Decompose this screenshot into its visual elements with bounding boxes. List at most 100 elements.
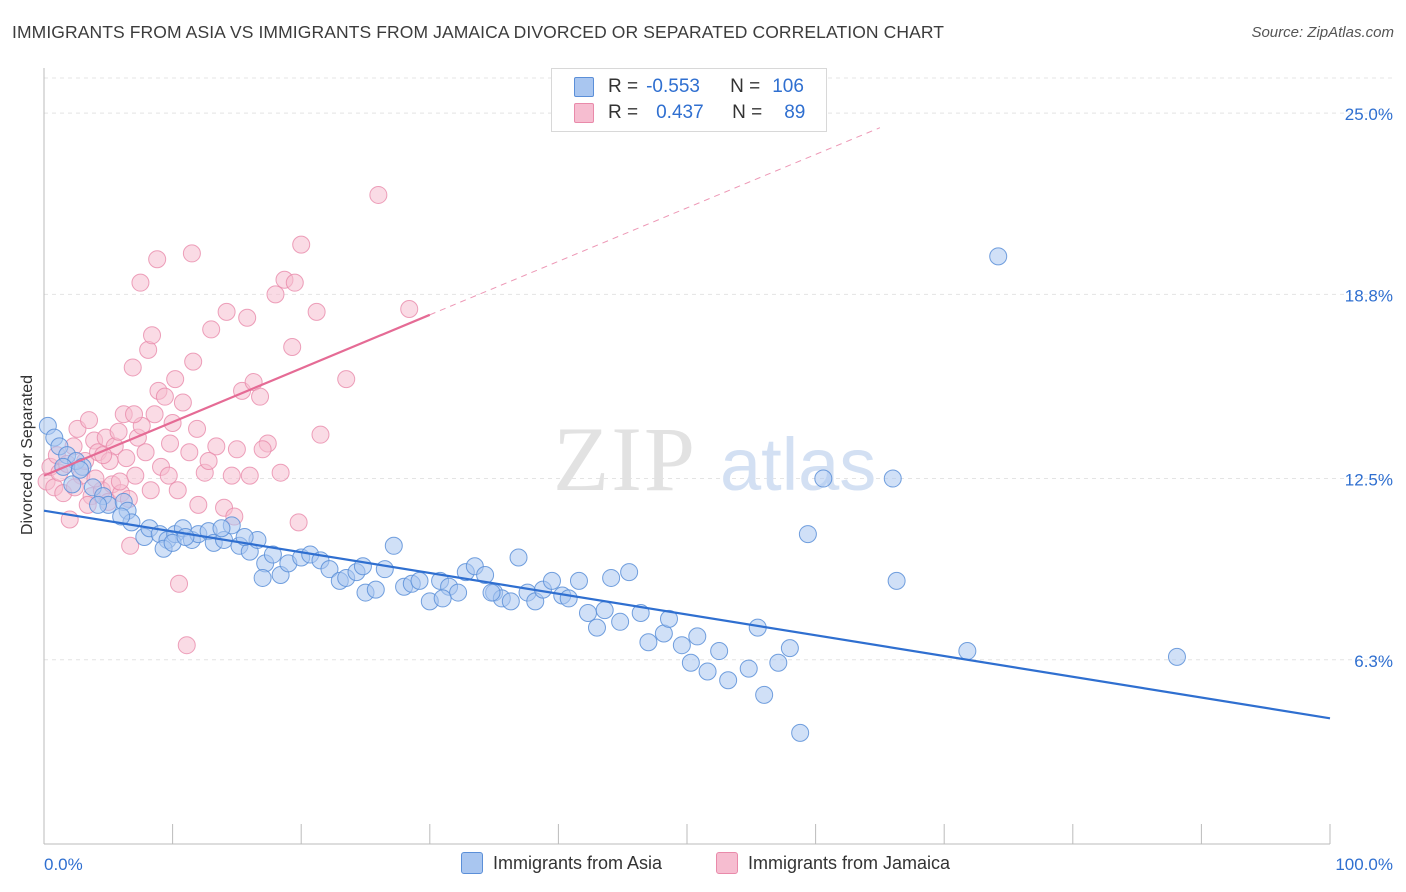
jamaica-point xyxy=(125,405,144,424)
jamaica-point xyxy=(166,370,185,389)
asia-point xyxy=(672,636,691,655)
axes xyxy=(43,68,1331,845)
asia-point xyxy=(755,685,774,704)
jamaica-point xyxy=(161,434,180,453)
jamaica-point xyxy=(117,449,136,468)
jamaica-point xyxy=(400,299,419,318)
jamaica-point xyxy=(222,466,241,485)
source-label: Source: ZipAtlas.com xyxy=(1251,24,1394,41)
jamaica-point xyxy=(143,326,162,345)
asia-point xyxy=(235,528,254,547)
jamaica-r-value: 0.437 xyxy=(656,102,704,123)
bottom-jamaica-label: Immigrants from Jamaica xyxy=(748,852,951,873)
asia-point xyxy=(769,653,788,672)
jamaica-point xyxy=(253,440,272,459)
asia-point xyxy=(509,548,528,567)
asia-trend-line xyxy=(43,509,1331,720)
y-tick-label: 18.8% xyxy=(1345,286,1393,305)
jamaica-n-value: 89 xyxy=(784,102,806,123)
jamaica-point xyxy=(199,452,218,470)
jamaica-point xyxy=(126,466,145,485)
jamaica-point xyxy=(123,358,142,377)
watermark-zip: ZIP xyxy=(553,408,697,510)
asia-point xyxy=(595,601,614,620)
jamaica-point xyxy=(155,387,174,406)
jamaica-point xyxy=(131,273,150,292)
jamaica-point xyxy=(251,387,270,406)
asia-point xyxy=(449,583,468,602)
asia-point xyxy=(791,723,810,742)
asia-point xyxy=(611,612,630,631)
asia-point xyxy=(887,571,906,590)
trend-lines xyxy=(43,127,1331,720)
jamaica-point xyxy=(217,302,236,321)
jamaica-point xyxy=(207,437,226,456)
bottom-jamaica-swatch xyxy=(716,852,738,874)
asia-point xyxy=(587,618,606,637)
jamaica-point xyxy=(240,466,259,485)
asia-point xyxy=(63,475,82,494)
asia-point xyxy=(639,633,658,652)
asia-point xyxy=(320,560,339,579)
jamaica-point xyxy=(285,273,304,292)
asia-point xyxy=(366,580,385,599)
jamaica-trend-line xyxy=(43,313,431,477)
asia-point xyxy=(719,671,738,690)
asia-point xyxy=(433,589,452,608)
asia-point xyxy=(176,528,195,547)
jamaica-point xyxy=(109,422,128,441)
x-tick-label-max: 100.0% xyxy=(1335,855,1393,874)
jamaica-point xyxy=(337,370,356,389)
jamaica-point xyxy=(292,235,311,254)
asia-point xyxy=(989,247,1008,266)
asia-point xyxy=(602,568,621,587)
asia-point xyxy=(620,563,639,582)
bottom-asia-label: Immigrants from Asia xyxy=(493,852,663,873)
jamaica-point xyxy=(148,250,167,269)
jamaica-point xyxy=(266,285,285,304)
jamaica-point xyxy=(227,440,246,459)
jamaica-point xyxy=(177,636,196,655)
jamaica-point xyxy=(289,513,308,532)
asia-point xyxy=(798,525,817,544)
jamaica-r-label: R = xyxy=(608,102,639,123)
chart-title: IMMIGRANTS FROM ASIA VS IMMIGRANTS FROM … xyxy=(12,22,945,42)
data-points xyxy=(37,185,1186,742)
jamaica-point xyxy=(168,481,187,500)
asia-point xyxy=(476,566,495,585)
jamaica-point xyxy=(141,481,160,500)
tick-labels: 6.3% 12.5% 18.8% 25.0% 0.0% 100.0% xyxy=(44,105,1393,874)
x-tick-label-min: 0.0% xyxy=(44,855,83,874)
asia-point xyxy=(482,583,501,602)
jamaica-point xyxy=(369,185,388,204)
asia-point xyxy=(384,536,403,555)
bottom-legend-jamaica: Immigrants from Jamaica xyxy=(716,852,950,874)
asia-point xyxy=(710,642,729,661)
asia-n-label: N = xyxy=(730,76,761,97)
asia-point xyxy=(883,469,902,488)
asia-point xyxy=(578,604,597,623)
asia-point xyxy=(814,469,833,488)
asia-swatch xyxy=(574,77,594,97)
asia-point xyxy=(958,642,977,661)
y-tick-label: 25.0% xyxy=(1345,105,1393,124)
asia-point xyxy=(253,568,272,587)
asia-point xyxy=(569,571,588,590)
asia-point xyxy=(89,495,108,514)
jamaica-point xyxy=(184,352,203,371)
y-tick-label: 12.5% xyxy=(1345,471,1393,490)
watermark: ZIP atlas xyxy=(553,408,876,510)
asia-n-value: 106 xyxy=(772,76,804,97)
correlation-legend: R = -0.553 N = 106 R = 0.437 N = 89 xyxy=(551,68,827,132)
legend-row-asia: R = -0.553 N = 106 xyxy=(574,75,804,99)
asia-point xyxy=(212,519,231,538)
asia-point xyxy=(688,627,707,646)
jamaica-point xyxy=(271,463,290,482)
asia-point xyxy=(739,659,758,678)
jamaica-point xyxy=(189,495,208,514)
jamaica-point xyxy=(202,320,221,339)
asia-point xyxy=(410,571,429,590)
asia-r-label: R = xyxy=(608,76,639,97)
watermark-atlas: atlas xyxy=(720,423,876,506)
